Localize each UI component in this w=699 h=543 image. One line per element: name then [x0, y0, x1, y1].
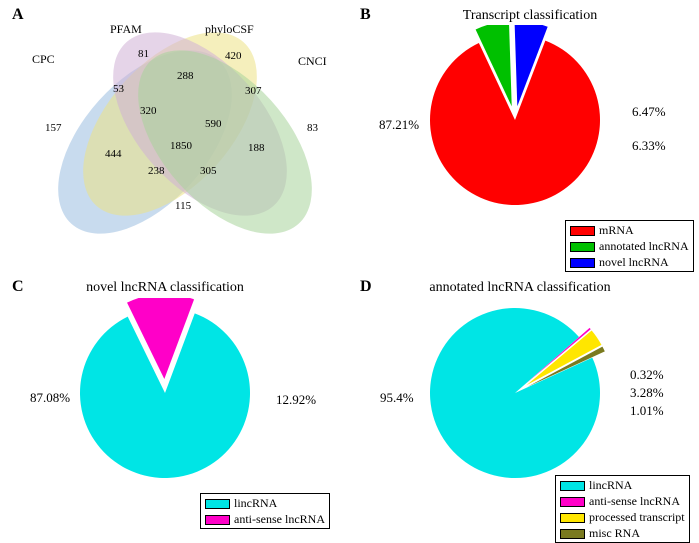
venn-r-cp-ph: 444 — [105, 148, 122, 160]
venn-r-cp-pf-ph: 320 — [140, 105, 157, 117]
legend-label: lincRNA — [589, 478, 632, 493]
pie-d-legend: lincRNA anti-sense lncRNA processed tran… — [555, 475, 690, 543]
venn-r-cnci: 83 — [307, 122, 318, 134]
legend-label: lincRNA — [234, 496, 277, 511]
legend-label: anti-sense lncRNA — [589, 494, 680, 509]
legend-swatch — [560, 529, 585, 539]
venn-r-pf-cn: 188 — [248, 142, 265, 154]
legend-swatch — [570, 242, 595, 252]
venn-r-phylocsf: 420 — [225, 50, 242, 62]
legend-row: processed transcript — [560, 510, 685, 525]
legend-label: annotated lncRNA — [599, 239, 689, 254]
pie-b-label-1: 6.47% — [632, 104, 666, 120]
venn-r-cp-pf: 53 — [113, 83, 124, 95]
panel-b-label: B — [360, 6, 371, 24]
legend-row: lincRNA — [560, 478, 685, 493]
legend-swatch — [560, 497, 585, 507]
legend-swatch — [560, 513, 585, 523]
legend-label: processed transcript — [589, 510, 685, 525]
venn-label-pfam: PFAM — [110, 22, 142, 37]
pie-d-label-2: 3.28% — [630, 385, 664, 401]
panel-c-title: novel lncRNA classification — [55, 280, 275, 296]
legend-label: novel lncRNA — [599, 255, 669, 270]
panel-d-label: D — [360, 278, 372, 296]
legend-label: anti-sense lncRNA — [234, 512, 325, 527]
pie-slice-mRNA — [430, 41, 600, 205]
pie-b-legend: mRNA annotated lncRNA novel lncRNA — [565, 220, 694, 272]
legend-row: anti-sense lncRNA — [205, 512, 325, 527]
legend-swatch — [560, 481, 585, 491]
figure: A B C D Transcript classification novel … — [0, 0, 699, 540]
panel-b-title: Transcript classification — [430, 8, 630, 24]
legend-swatch — [205, 499, 230, 509]
pie-d-label-1: 0.32% — [630, 367, 664, 383]
legend-label: mRNA — [599, 223, 634, 238]
pie-c-legend: lincRNA anti-sense lncRNA — [200, 493, 330, 529]
legend-row: novel lncRNA — [570, 255, 689, 270]
pie-d-label-3: 1.01% — [630, 403, 664, 419]
venn-r-cp-cn: 115 — [175, 200, 191, 212]
pie-slice-lincRNA — [430, 308, 600, 478]
venn-label-phylocsf: phyloCSF — [205, 22, 254, 37]
legend-row: lincRNA — [205, 496, 325, 511]
legend-row: misc RNA — [560, 526, 685, 541]
venn-r-cp-ph-cn: 238 — [148, 165, 165, 177]
venn-r-cpc: 157 — [45, 122, 62, 134]
legend-row: anti-sense lncRNA — [560, 494, 685, 509]
pie-d-label-0: 95.4% — [380, 390, 414, 406]
venn-r-pfam: 81 — [138, 48, 149, 60]
venn-r-ph-cn: 307 — [245, 85, 262, 97]
legend-swatch — [570, 258, 595, 268]
panel-c-label: C — [12, 278, 24, 296]
pie-c-label-1: 12.92% — [276, 392, 316, 408]
venn-label-cpc: CPC — [32, 52, 55, 67]
panel-d-title: annotated lncRNA classification — [405, 280, 635, 296]
pie-b-label-2: 6.33% — [632, 138, 666, 154]
venn-r-cp-pf-cn: 305 — [200, 165, 217, 177]
pie-c-label-0: 87.08% — [30, 390, 70, 406]
pie-b-label-0: 87.21% — [379, 117, 419, 133]
venn-label-cnci: CNCI — [298, 54, 327, 69]
venn-r-pf-ph: 288 — [177, 70, 194, 82]
legend-row: mRNA — [570, 223, 689, 238]
legend-swatch — [205, 515, 230, 525]
legend-swatch — [570, 226, 595, 236]
venn-diagram — [10, 12, 355, 262]
venn-r-pf-ph-cn: 590 — [205, 118, 222, 130]
venn-r-all: 1850 — [170, 140, 192, 152]
legend-row: annotated lncRNA — [570, 239, 689, 254]
legend-label: misc RNA — [589, 526, 640, 541]
